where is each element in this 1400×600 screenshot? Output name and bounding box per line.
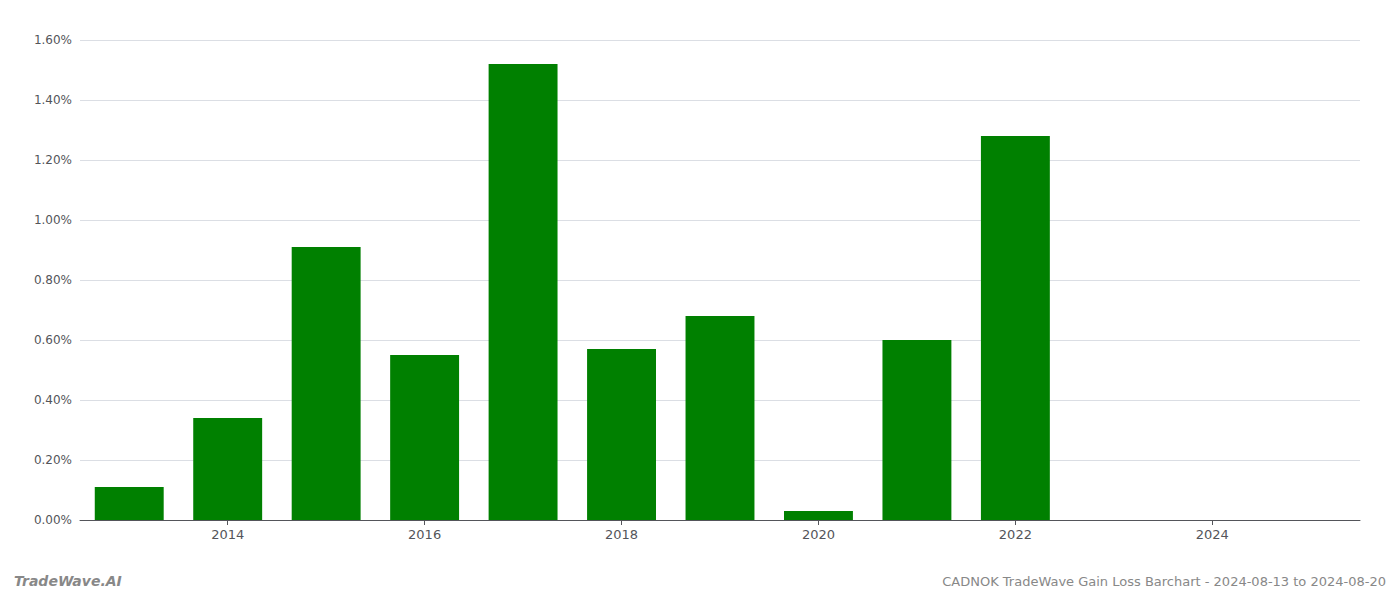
svg-text:2024: 2024 <box>1196 527 1229 542</box>
svg-text:0.40%: 0.40% <box>34 393 72 407</box>
svg-text:1.20%: 1.20% <box>34 153 72 167</box>
svg-text:2022: 2022 <box>999 527 1032 542</box>
svg-text:0.20%: 0.20% <box>34 453 72 467</box>
svg-text:2016: 2016 <box>408 527 441 542</box>
svg-text:2018: 2018 <box>605 527 638 542</box>
svg-text:2014: 2014 <box>211 527 244 542</box>
svg-text:TradeWave.AI: TradeWave.AI <box>14 573 122 589</box>
svg-text:2020: 2020 <box>802 527 835 542</box>
svg-text:CADNOK TradeWave Gain Loss Bar: CADNOK TradeWave Gain Loss Barchart - 20… <box>942 574 1386 589</box>
svg-text:1.00%: 1.00% <box>34 213 72 227</box>
svg-text:0.80%: 0.80% <box>34 273 72 287</box>
svg-text:1.40%: 1.40% <box>34 93 72 107</box>
svg-text:0.00%: 0.00% <box>34 513 72 527</box>
svg-text:0.60%: 0.60% <box>34 333 72 347</box>
svg-text:1.60%: 1.60% <box>34 33 72 47</box>
